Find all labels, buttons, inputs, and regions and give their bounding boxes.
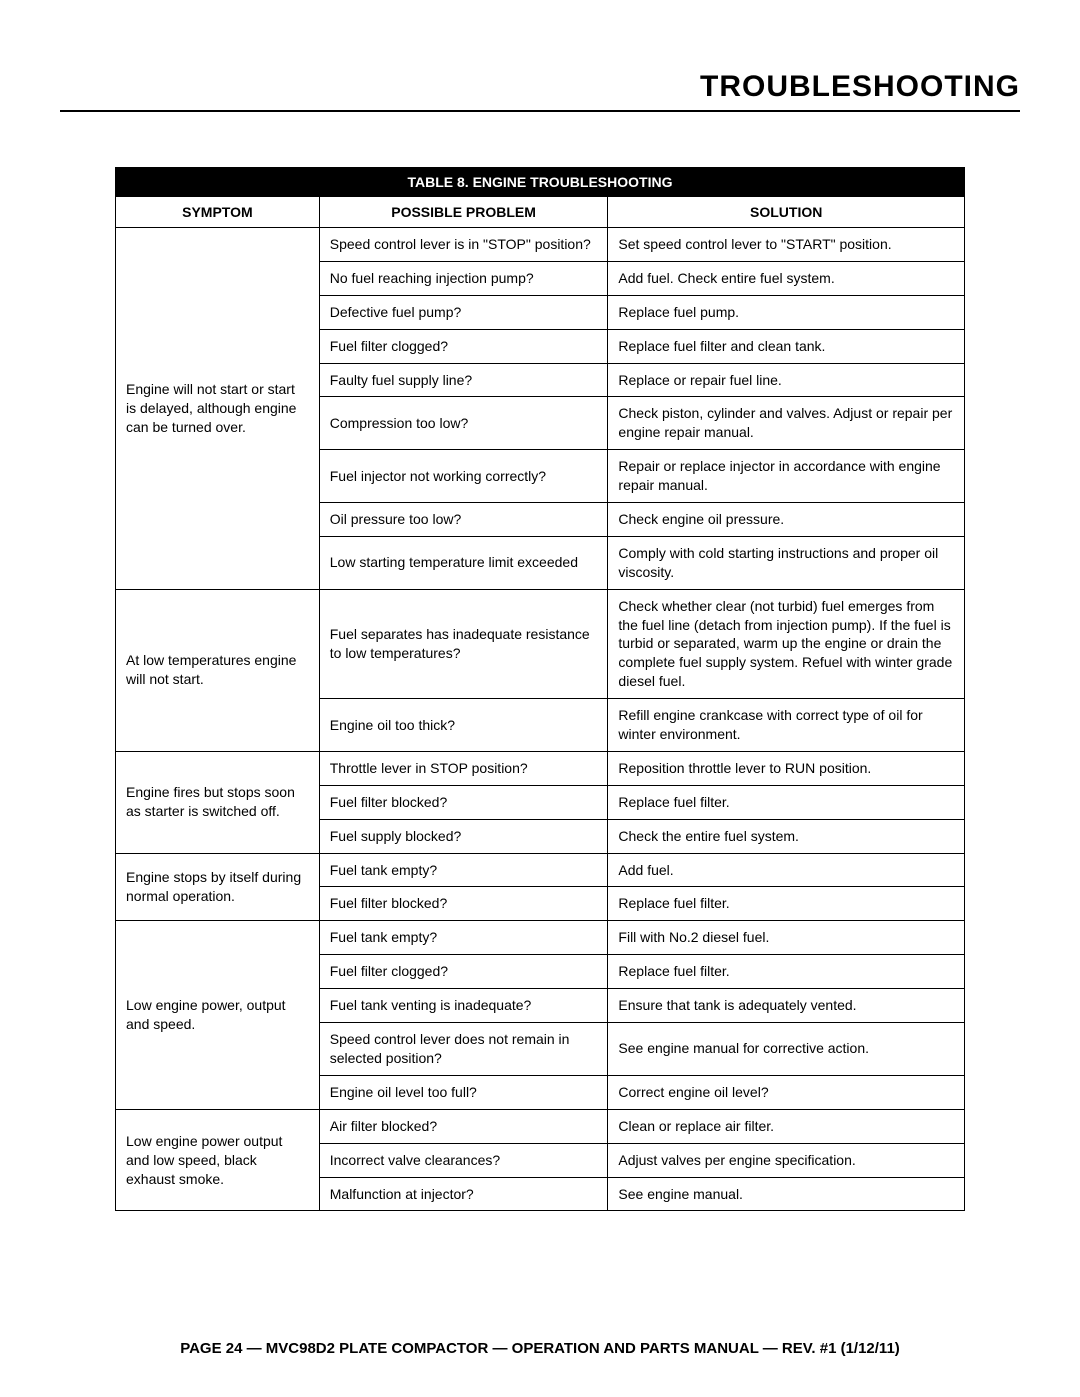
table-body: Engine will not start or start is delaye… [116,228,965,1211]
table-row: Low engine power output and low speed, b… [116,1109,965,1143]
problem-cell: Throttle lever in STOP position? [319,751,608,785]
problem-cell: Engine oil too thick? [319,699,608,752]
problem-cell: Compression too low? [319,397,608,450]
table-row: Engine fires but stops soon as starter i… [116,751,965,785]
troubleshooting-table: TABLE 8. ENGINE TROUBLESHOOTING SYMPTOMP… [115,167,965,1211]
symptom-cell: Engine fires but stops soon as starter i… [116,751,320,853]
symptom-cell: Engine will not start or start is delaye… [116,228,320,590]
page-title: TROUBLESHOOTING [60,70,1020,110]
solution-cell: Reposition throttle lever to RUN positio… [608,751,965,785]
symptom-cell: Low engine power output and low speed, b… [116,1109,320,1211]
symptom-cell: Low engine power, output and speed. [116,921,320,1109]
problem-cell: Fuel filter clogged? [319,329,608,363]
solution-cell: Correct engine oil level? [608,1075,965,1109]
solution-cell: Adjust valves per engine specification. [608,1143,965,1177]
problem-cell: Fuel filter blocked? [319,887,608,921]
solution-cell: Check piston, cylinder and valves. Adjus… [608,397,965,450]
solution-cell: See engine manual for corrective action. [608,1023,965,1076]
solution-cell: Replace or repair fuel line. [608,363,965,397]
solution-cell: Replace fuel filter. [608,785,965,819]
column-header-2: SOLUTION [608,197,965,228]
problem-cell: Speed control lever does not remain in s… [319,1023,608,1076]
solution-cell: Check whether clear (not turbid) fuel em… [608,589,965,698]
problem-cell: Speed control lever is in "STOP" positio… [319,228,608,262]
column-header-1: POSSIBLE PROBLEM [319,197,608,228]
symptom-cell: Engine stops by itself during normal ope… [116,853,320,921]
solution-cell: Set speed control lever to "START" posit… [608,228,965,262]
problem-cell: Fuel supply blocked? [319,819,608,853]
table-caption: TABLE 8. ENGINE TROUBLESHOOTING [116,168,965,197]
table-row: At low temperatures engine will not star… [116,589,965,698]
column-header-0: SYMPTOM [116,197,320,228]
problem-cell: Defective fuel pump? [319,295,608,329]
problem-cell: Faulty fuel supply line? [319,363,608,397]
solution-cell: Refill engine crankcase with correct typ… [608,699,965,752]
solution-cell: Add fuel. Check entire fuel system. [608,261,965,295]
problem-cell: Incorrect valve clearances? [319,1143,608,1177]
solution-cell: Fill with No.2 diesel fuel. [608,921,965,955]
solution-cell: Check engine oil pressure. [608,503,965,537]
problem-cell: Malfunction at injector? [319,1177,608,1211]
problem-cell: Low starting temperature limit exceeded [319,536,608,589]
solution-cell: See engine manual. [608,1177,965,1211]
table-row: Engine will not start or start is delaye… [116,228,965,262]
solution-cell: Ensure that tank is adequately vented. [608,989,965,1023]
symptom-cell: At low temperatures engine will not star… [116,589,320,751]
problem-cell: No fuel reaching injection pump? [319,261,608,295]
solution-cell: Repair or replace injector in accordance… [608,450,965,503]
solution-cell: Replace fuel filter and clean tank. [608,329,965,363]
page-footer: PAGE 24 — MVC98D2 PLATE COMPACTOR — OPER… [0,1340,1080,1357]
solution-cell: Comply with cold starting instructions a… [608,536,965,589]
problem-cell: Fuel filter clogged? [319,955,608,989]
table-row: Engine stops by itself during normal ope… [116,853,965,887]
problem-cell: Fuel tank empty? [319,853,608,887]
problem-cell: Engine oil level too full? [319,1075,608,1109]
solution-cell: Add fuel. [608,853,965,887]
solution-cell: Clean or replace air filter. [608,1109,965,1143]
problem-cell: Fuel filter blocked? [319,785,608,819]
troubleshooting-table-wrapper: TABLE 8. ENGINE TROUBLESHOOTING SYMPTOMP… [115,167,965,1211]
table-row: Low engine power, output and speed.Fuel … [116,921,965,955]
problem-cell: Fuel separates has inadequate resistance… [319,589,608,698]
table-header-row: SYMPTOMPOSSIBLE PROBLEMSOLUTION [116,197,965,228]
title-divider [60,110,1020,112]
solution-cell: Replace fuel filter. [608,955,965,989]
problem-cell: Oil pressure too low? [319,503,608,537]
problem-cell: Fuel injector not working correctly? [319,450,608,503]
solution-cell: Replace fuel pump. [608,295,965,329]
problem-cell: Fuel tank venting is inadequate? [319,989,608,1023]
problem-cell: Air filter blocked? [319,1109,608,1143]
solution-cell: Check the entire fuel system. [608,819,965,853]
problem-cell: Fuel tank empty? [319,921,608,955]
solution-cell: Replace fuel filter. [608,887,965,921]
